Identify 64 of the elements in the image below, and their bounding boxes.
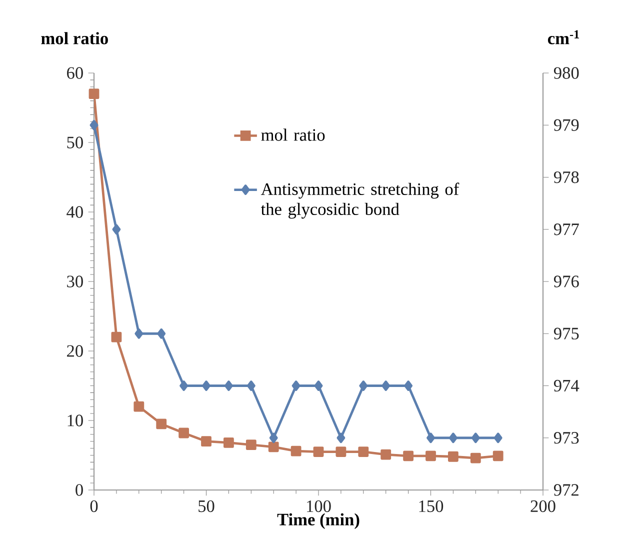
point bbox=[224, 380, 233, 391]
point bbox=[178, 428, 190, 438]
legend-label: Antisymmetric stretching of the glycosidic bond bbox=[260, 182, 460, 219]
y-tick-label: 30 bbox=[67, 276, 83, 288]
point bbox=[358, 446, 369, 457]
point bbox=[404, 380, 413, 391]
x-axis-title: Time (min) bbox=[277, 513, 360, 529]
x-tick-label: 200 bbox=[530, 500, 556, 512]
point bbox=[290, 446, 302, 456]
y2-tick-label: 975 bbox=[554, 328, 579, 340]
point bbox=[90, 120, 98, 130]
point bbox=[314, 380, 323, 391]
point bbox=[492, 450, 504, 462]
y-tick-label: 60 bbox=[67, 67, 83, 79]
point bbox=[134, 401, 144, 412]
y2-axis-title: cm$^{-1}$ bbox=[548, 30, 579, 44]
point bbox=[403, 450, 414, 462]
point bbox=[336, 432, 346, 444]
point bbox=[292, 380, 300, 391]
point bbox=[494, 432, 502, 444]
point bbox=[426, 450, 436, 462]
x-tick-label: 50 bbox=[198, 500, 214, 512]
y-tick-label: 40 bbox=[66, 206, 83, 218]
y2-tick-label: 980 bbox=[554, 67, 579, 79]
point bbox=[246, 440, 256, 450]
point bbox=[380, 449, 392, 460]
point bbox=[426, 432, 435, 444]
y-tick-label: 20 bbox=[67, 345, 83, 357]
y2-tick-label: 972 bbox=[554, 484, 578, 496]
y2-tick-label: 978 bbox=[554, 171, 579, 184]
point bbox=[313, 446, 324, 457]
x-tick-label: 100 bbox=[307, 500, 331, 512]
point bbox=[202, 380, 210, 391]
point bbox=[88, 88, 100, 100]
point bbox=[224, 438, 234, 448]
y-tick-label: 50 bbox=[67, 136, 83, 148]
y-tick-label: 10 bbox=[68, 414, 83, 426]
point bbox=[268, 442, 279, 452]
y2-tick-label: 979 bbox=[554, 119, 579, 131]
point bbox=[471, 432, 480, 444]
y2-tick-label: 976 bbox=[554, 276, 579, 288]
x-tick-label: 0 bbox=[90, 500, 98, 512]
point bbox=[382, 380, 390, 391]
point bbox=[336, 446, 346, 457]
x-tick-label: 150 bbox=[419, 500, 444, 512]
y2-tick-label: 974 bbox=[554, 380, 580, 392]
point bbox=[246, 380, 256, 391]
point bbox=[180, 380, 188, 391]
point bbox=[157, 328, 166, 339]
y-tick-label: 0 bbox=[76, 484, 83, 496]
point bbox=[449, 432, 458, 444]
y2-tick-label: 977 bbox=[554, 224, 579, 236]
point bbox=[134, 328, 144, 339]
legend-label: mol ratio bbox=[261, 128, 325, 141]
point bbox=[201, 436, 212, 447]
point bbox=[448, 451, 458, 462]
point bbox=[269, 432, 278, 444]
y-axis-title: mol ratio bbox=[41, 32, 108, 44]
point bbox=[112, 224, 121, 235]
point bbox=[111, 332, 122, 342]
point bbox=[359, 380, 368, 391]
point bbox=[156, 418, 167, 430]
y2-tick-label: 973 bbox=[554, 432, 579, 444]
point bbox=[470, 452, 481, 464]
